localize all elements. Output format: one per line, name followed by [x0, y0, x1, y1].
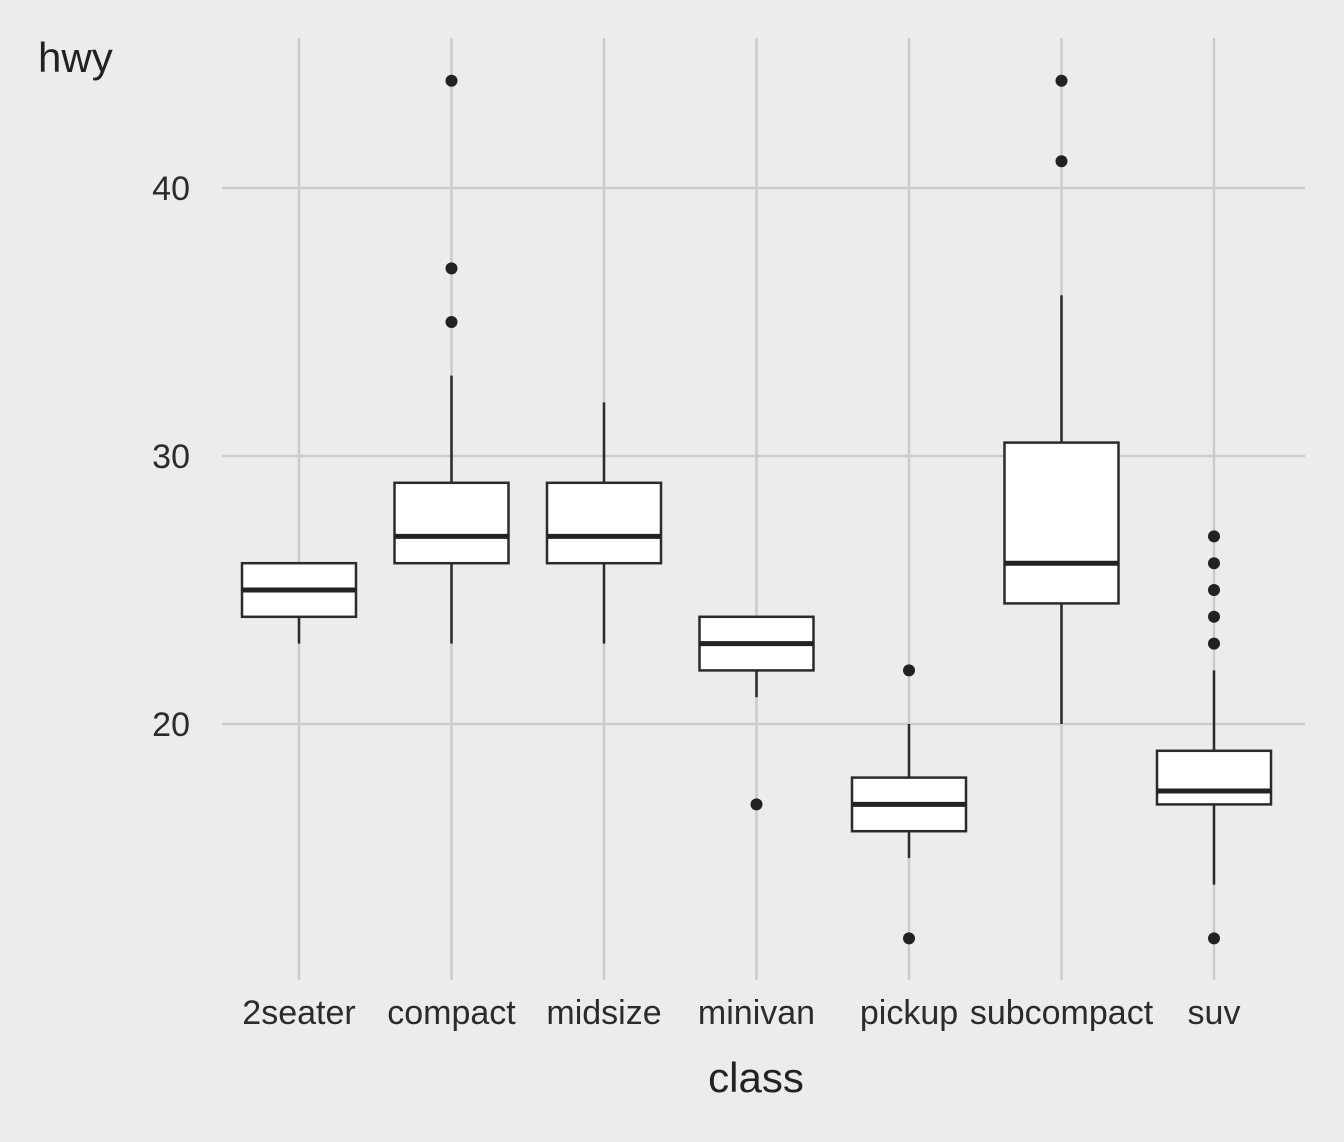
x-tick-label: minivan — [698, 994, 815, 1032]
x-tick-label: subcompact — [970, 994, 1154, 1032]
iqr-box — [1003, 441, 1120, 605]
outlier-point — [445, 316, 458, 328]
outlier-point — [1208, 530, 1220, 543]
outlier-point — [1208, 932, 1220, 945]
outlier-point — [445, 74, 458, 87]
outlier-point — [1055, 74, 1068, 87]
outlier-point — [445, 262, 458, 275]
x-tick-label: pickup — [860, 994, 958, 1032]
outlier-point — [1208, 610, 1220, 623]
box-2seater — [240, 561, 358, 644]
y-tick-label: 30 — [152, 438, 190, 476]
outlier-point — [1208, 584, 1220, 596]
x-tick-label: 2seater — [242, 994, 355, 1032]
outlier-point — [1208, 637, 1220, 650]
y-tick-label: 40 — [152, 170, 190, 208]
y-tick-label: 20 — [152, 706, 190, 744]
x-axis-title: class — [708, 1054, 804, 1101]
outlier-point — [750, 798, 763, 811]
outlier-point — [903, 664, 915, 677]
box-pickup — [850, 664, 968, 945]
iqr-box — [393, 481, 510, 565]
box-minivan — [698, 615, 815, 811]
box-midsize — [545, 402, 663, 644]
y-axis-title: hwy — [38, 34, 113, 81]
outlier-point — [1055, 155, 1068, 168]
x-tick-label: compact — [387, 994, 516, 1032]
label-layer: 20 30 40 2seater compact midsize minivan pickup… — [152, 170, 1240, 1032]
x-tick-label: midsize — [546, 994, 661, 1032]
box-layer — [240, 74, 1273, 945]
outlier-point — [1208, 557, 1220, 570]
iqr-box — [545, 481, 663, 565]
outlier-point — [903, 932, 915, 945]
box-suv — [1155, 530, 1273, 945]
box-subcompact — [1003, 74, 1120, 724]
iqr-box — [1155, 749, 1273, 806]
box-compact — [393, 74, 510, 644]
x-tick-label: suv — [1188, 994, 1241, 1032]
